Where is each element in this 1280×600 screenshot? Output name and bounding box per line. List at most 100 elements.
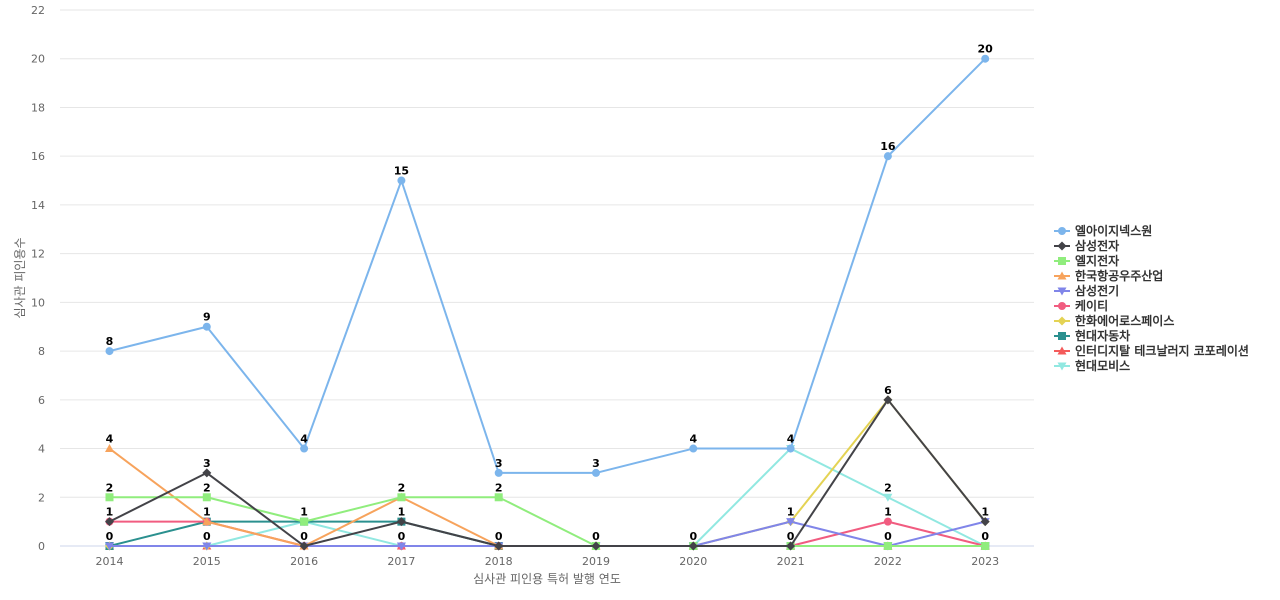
data-label: 2 <box>106 481 114 494</box>
data-label: 1 <box>981 506 989 519</box>
data-label: 2 <box>398 481 406 494</box>
legend-label: 한국항공우주산업 <box>1075 268 1163 283</box>
data-label: 1 <box>300 506 308 519</box>
data-point <box>883 517 892 526</box>
legend[interactable]: 엘아이지넥스원삼성전자엘지전자한국항공우주산업삼성전기케이티한화에어로스페이스현… <box>1054 223 1249 373</box>
data-point <box>396 542 406 551</box>
data-label: 1 <box>884 506 892 519</box>
x-tick-label: 2017 <box>387 555 415 568</box>
y-tick-label: 20 <box>31 53 45 66</box>
legend-label: 케이티 <box>1075 298 1108 313</box>
data-point <box>105 444 114 453</box>
legend-item[interactable]: 한화에어로스페이스 <box>1054 313 1174 328</box>
y-tick-label: 10 <box>31 296 45 309</box>
x-tick-label: 2022 <box>874 555 902 568</box>
series-lines <box>105 54 990 551</box>
data-point <box>494 493 503 502</box>
legend-item[interactable]: 엘아이지넥스원 <box>1054 223 1152 238</box>
series-line <box>108 520 987 547</box>
data-point <box>494 541 504 551</box>
x-tick-label: 2021 <box>777 555 805 568</box>
data-label: 15 <box>394 165 409 178</box>
legend-symbol <box>1058 227 1066 235</box>
data-label: 0 <box>398 530 406 543</box>
data-label: 0 <box>203 530 211 543</box>
data-label: 4 <box>787 433 795 446</box>
x-axis-ticks: 2014 2015 2016 2017 2018 2019 2020 2021 2022 2023 <box>96 555 1000 568</box>
data-label: 1 <box>203 506 211 519</box>
data-point <box>980 517 990 527</box>
legend-symbol <box>1058 257 1066 265</box>
data-point <box>105 347 114 356</box>
data-point <box>981 54 990 63</box>
legend-item[interactable]: 삼성전자 <box>1054 238 1119 253</box>
legend-item[interactable]: 한국항공우주산업 <box>1054 268 1163 283</box>
legend-item[interactable]: 케이티 <box>1054 298 1108 313</box>
data-point <box>397 176 406 185</box>
y-tick-label: 2 <box>38 491 45 504</box>
data-point <box>883 152 892 161</box>
data-label: 0 <box>689 530 697 543</box>
data-point <box>202 468 212 478</box>
data-label: 1 <box>787 506 795 519</box>
data-label: 0 <box>106 530 114 543</box>
data-point <box>300 517 309 526</box>
data-label: 3 <box>592 457 600 470</box>
data-label: 1 <box>106 506 114 519</box>
data-label: 3 <box>203 457 211 470</box>
data-point <box>689 444 698 453</box>
data-label: 2 <box>884 481 892 494</box>
legend-symbol <box>1057 287 1067 296</box>
legend-label: 삼성전기 <box>1075 283 1119 298</box>
y-tick-label: 12 <box>31 248 45 261</box>
data-point <box>202 493 211 502</box>
data-label: 20 <box>978 43 994 56</box>
y-tick-label: 6 <box>38 394 45 407</box>
data-point <box>883 493 893 502</box>
series-1 <box>105 54 990 477</box>
legend-symbol <box>1057 271 1067 280</box>
x-tick-label: 2019 <box>582 555 610 568</box>
data-label: 9 <box>203 311 211 324</box>
data-label: 2 <box>495 481 503 494</box>
legend-item[interactable]: 삼성전기 <box>1054 283 1119 298</box>
series-line <box>108 57 987 474</box>
data-label: 0 <box>787 530 795 543</box>
legend-item[interactable]: 인터디지탈 테크날러지 코포레이션 <box>1054 343 1249 358</box>
series-line <box>108 398 987 547</box>
series-2 <box>105 395 990 551</box>
data-label: 0 <box>981 530 989 543</box>
data-label: 0 <box>592 530 600 543</box>
legend-item[interactable]: 현대자동차 <box>1054 328 1130 343</box>
data-point <box>105 517 114 527</box>
data-label: 0 <box>495 530 503 543</box>
data-label: 2 <box>203 481 211 494</box>
series-line <box>108 520 987 547</box>
x-tick-label: 2016 <box>290 555 318 568</box>
data-point <box>397 493 406 502</box>
legend-item[interactable]: 현대모비스 <box>1054 358 1130 373</box>
data-label: 16 <box>880 140 896 153</box>
data-point <box>592 468 600 477</box>
legend-label: 삼성전자 <box>1075 238 1119 253</box>
data-point <box>786 541 796 551</box>
y-tick-label: 18 <box>31 101 45 114</box>
data-point <box>688 541 698 551</box>
data-label: 0 <box>300 530 308 543</box>
legend-label: 현대자동차 <box>1075 328 1130 343</box>
y-tick-label: 0 <box>38 540 45 553</box>
legend-label: 엘아이지넥스원 <box>1075 223 1152 238</box>
series-line <box>108 520 987 547</box>
data-point <box>786 444 795 453</box>
data-label: 1 <box>398 506 406 519</box>
data-point <box>591 541 601 551</box>
y-axis-ticks: 0 2 4 6 8 10 12 14 16 18 20 22 <box>31 4 45 553</box>
legend-symbol <box>1057 362 1067 371</box>
legend-item[interactable]: 엘지전자 <box>1054 253 1119 268</box>
data-label: 3 <box>495 457 503 470</box>
data-point <box>396 517 406 527</box>
x-tick-label: 2018 <box>485 555 513 568</box>
x-tick-label: 2023 <box>971 555 999 568</box>
y-tick-label: 16 <box>31 150 45 163</box>
